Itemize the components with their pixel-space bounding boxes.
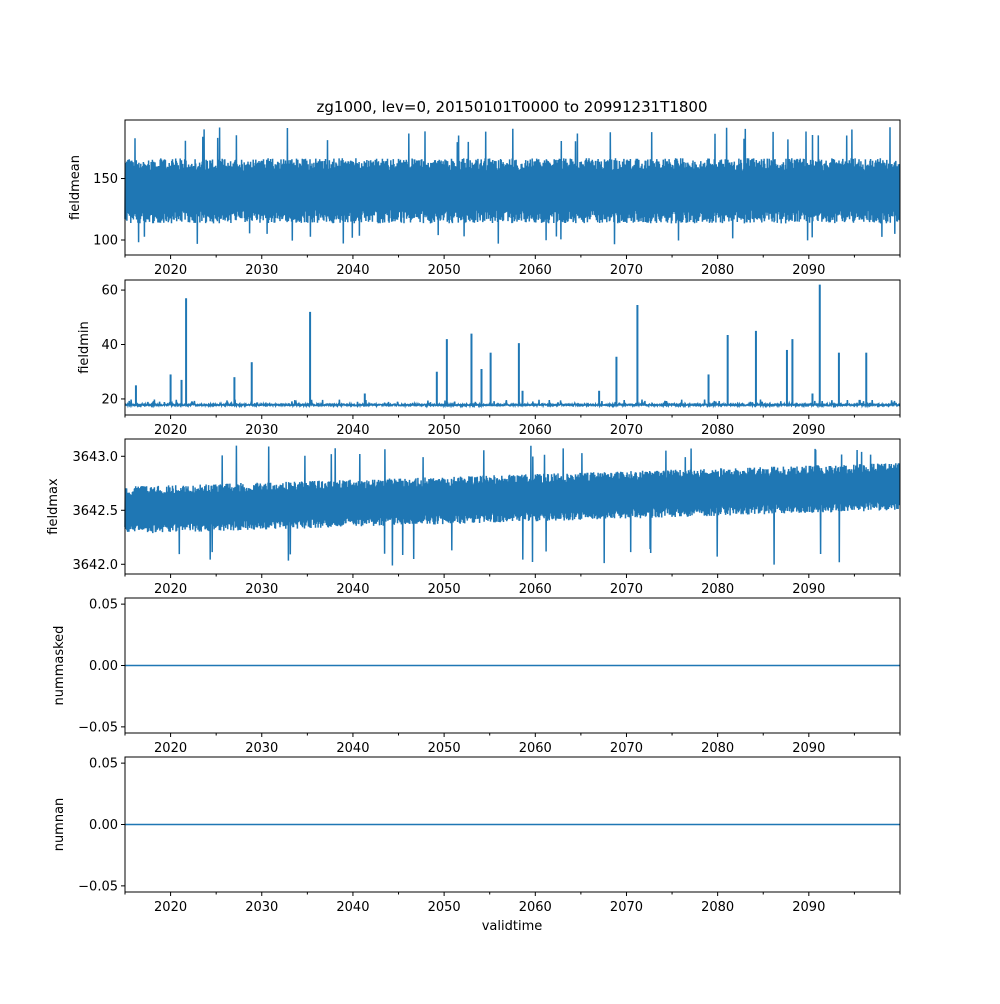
y-tick-label: 0.05 (89, 757, 118, 772)
x-tick-label: 2030 (245, 263, 278, 278)
y-tick-label: −0.05 (78, 879, 118, 894)
x-tick-label: 2050 (428, 582, 461, 597)
x-tick-label: 2020 (154, 423, 187, 438)
y-tick-label: 0.05 (89, 598, 118, 613)
x-tick-label: 2070 (610, 900, 643, 915)
x-tick-label: 2060 (519, 423, 552, 438)
series-line-fieldmax (124, 445, 901, 566)
x-tick-label: 2050 (428, 900, 461, 915)
y-axis-label: fieldmax (46, 478, 61, 535)
x-tick-label: 2050 (428, 741, 461, 756)
axes-frame (124, 279, 901, 416)
y-tick-label: 3642.0 (73, 558, 119, 573)
y-axis-label: fieldmin (77, 321, 92, 374)
x-tick-label: 2070 (610, 582, 643, 597)
x-tick-label: 2020 (154, 741, 187, 756)
x-tick-label: 2050 (428, 423, 461, 438)
y-tick-label: 40 (101, 338, 118, 353)
y-axis-label: nummasked (52, 626, 67, 706)
series-line-fieldmin (124, 399, 901, 409)
x-tick-label: 2040 (336, 900, 369, 915)
y-axis-label: numnan (52, 798, 67, 852)
y-tick-label: 3642.5 (73, 504, 119, 519)
y-tick-label: 0.00 (89, 659, 118, 674)
chart-title: zg1000, lev=0, 20150101T0000 to 20991231… (317, 98, 708, 116)
panel-nummasked: −0.05 0.00 0.05 2020 2030 2040 2050 2060 2070 208… (52, 597, 901, 756)
y-tick-label: 60 (101, 284, 118, 299)
x-tick-label: 2080 (701, 423, 734, 438)
x-tick-label: 2020 (154, 582, 187, 597)
x-tick-label: 2080 (701, 582, 734, 597)
x-tick-label: 2060 (519, 900, 552, 915)
y-tick-label: 100 (93, 234, 118, 249)
x-tick-label: 2080 (701, 741, 734, 756)
x-tick-label: 2060 (519, 263, 552, 278)
x-tick-label: 2020 (154, 263, 187, 278)
x-tick-label: 2090 (792, 741, 825, 756)
x-tick-label: 2040 (336, 423, 369, 438)
series-line-fieldmean (124, 127, 901, 245)
y-tick-label: −0.05 (78, 720, 118, 735)
x-tick-label: 2050 (428, 263, 461, 278)
axes-frame (124, 119, 901, 256)
x-axis-label: validtime (482, 919, 543, 934)
x-tick-label: 2080 (701, 900, 734, 915)
x-tick-label: 2040 (336, 582, 369, 597)
panel-fieldmean: 100 150 2020 2030 2040 2050 2060 2070 2080 2090 fi… (68, 119, 901, 278)
x-tick-label: 2090 (792, 900, 825, 915)
x-tick-label: 2080 (701, 263, 734, 278)
x-tick-label: 2090 (792, 582, 825, 597)
x-tick-label: 2030 (245, 582, 278, 597)
x-tick-label: 2030 (245, 423, 278, 438)
panel-numnan: −0.05 0.00 0.05 2020 2030 2040 2050 2060 2070 208… (52, 756, 901, 915)
x-tick-label: 2090 (792, 423, 825, 438)
x-tick-label: 2070 (610, 741, 643, 756)
panel-fieldmax: 3642.0 3642.5 3643.0 2020 2030 2040 2050 2060 20… (46, 438, 901, 597)
y-tick-label: 20 (101, 392, 118, 407)
y-tick-label: 150 (93, 172, 118, 187)
x-tick-label: 2040 (336, 263, 369, 278)
x-tick-label: 2040 (336, 741, 369, 756)
y-tick-label: 0.00 (89, 818, 118, 833)
x-tick-label: 2070 (610, 263, 643, 278)
y-axis-label: fieldmean (68, 155, 83, 220)
x-tick-label: 2090 (792, 263, 825, 278)
axes-frame (124, 438, 901, 575)
x-tick-label: 2030 (245, 741, 278, 756)
x-tick-label: 2070 (610, 423, 643, 438)
x-tick-label: 2030 (245, 900, 278, 915)
y-tick-label: 3643.0 (73, 450, 119, 465)
x-tick-label: 2060 (519, 741, 552, 756)
x-tick-label: 2020 (154, 900, 187, 915)
x-tick-label: 2060 (519, 582, 552, 597)
